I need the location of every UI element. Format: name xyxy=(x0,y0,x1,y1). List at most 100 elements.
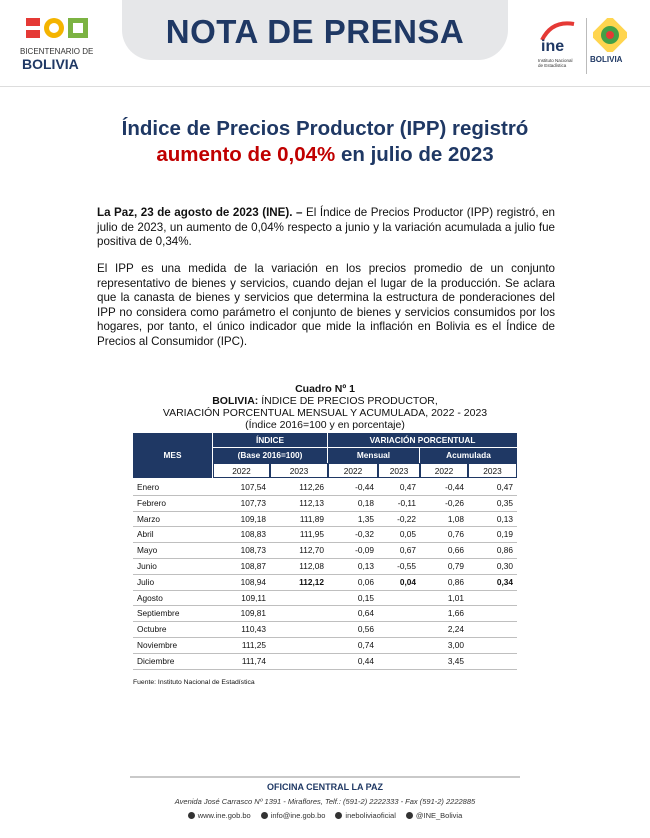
table-cell: 0,06 xyxy=(357,576,374,587)
table-cell: -0,11 xyxy=(397,497,416,508)
table-cell: 0,15 xyxy=(357,592,374,603)
headline-rest: en julio de 2023 xyxy=(340,143,494,166)
year-cell: 2022 xyxy=(328,463,378,478)
footer-contacts: www.ine.gob.bo info@ine.gob.bo ineboliviao… xyxy=(100,811,550,820)
table-cell: Septiembre xyxy=(137,608,180,619)
row-separator xyxy=(133,637,517,638)
row-separator xyxy=(133,605,517,607)
logo-divider xyxy=(586,18,587,74)
table-cell: 0,13 xyxy=(357,561,374,571)
table-cell: 0,44 xyxy=(357,655,374,666)
table-cell: 112,08 xyxy=(299,561,324,571)
table-cell: 112,70 xyxy=(299,545,324,556)
table-cell: -0,55 xyxy=(397,561,416,571)
table-cell: Enero xyxy=(137,482,160,492)
row-separator xyxy=(133,652,517,654)
table-cell: 108,94 xyxy=(240,576,266,587)
header-cell: Acumulada xyxy=(420,448,517,463)
table-cell: 108,87 xyxy=(240,561,266,571)
table-cell: 0,18 xyxy=(357,497,374,508)
row-separator xyxy=(133,558,517,559)
table-cell: 110,43 xyxy=(241,624,266,635)
bolivia-shield-icon xyxy=(593,18,627,52)
table-cell: 108,83 xyxy=(240,529,266,540)
table-cell: 0,86 xyxy=(447,576,464,587)
year-cell: 2022 xyxy=(213,463,270,478)
table-cell: 0,19 xyxy=(496,529,513,540)
table-cell: 112,12 xyxy=(299,576,324,587)
year-cell: 2023 xyxy=(378,463,420,478)
year-cell: 2022 xyxy=(420,463,468,478)
table-cell: 0,30 xyxy=(496,561,513,571)
row-separator xyxy=(133,494,517,496)
table-cell: 0,64 xyxy=(357,608,374,619)
row-separator xyxy=(133,573,517,575)
table-cell: Julio xyxy=(137,576,155,587)
row-separator xyxy=(133,542,517,544)
bicentenario-logo-icons xyxy=(26,18,88,38)
table-title-text: ÍNDICE DE PRECIOS PRODUCTOR, xyxy=(261,395,438,407)
row-separator xyxy=(133,526,517,528)
footer-rule xyxy=(130,776,520,778)
row-separator xyxy=(133,668,517,670)
table-cell: 107,73 xyxy=(240,497,266,508)
paragraph-lead: La Paz, 23 de agosto de 2023 (INE). – xyxy=(97,206,303,219)
ine-logo-icon xyxy=(540,21,575,41)
table-cell: 0,35 xyxy=(496,497,513,508)
table-cell: 111,95 xyxy=(299,529,324,540)
table-cell: 0,66 xyxy=(447,545,464,556)
table-cell: 109,81 xyxy=(240,608,266,619)
table-cell: 111,25 xyxy=(241,640,266,650)
table-cell: 0,34 xyxy=(496,576,513,587)
year-cell: 2023 xyxy=(270,463,328,478)
row-separator xyxy=(133,621,517,623)
headline-line1: Índice de Precios Productor (IPP) regist… xyxy=(121,117,529,140)
table-cell: 0,76 xyxy=(447,529,464,540)
table-cell: Agosto xyxy=(137,592,163,603)
table-cell: 2,24 xyxy=(447,624,464,635)
table-subtitle: (Índice 2016=100 y en porcentaje) xyxy=(245,419,405,431)
table-cell: 107,54 xyxy=(240,482,266,492)
logo-left-line1: BICENTENARIO DE xyxy=(20,47,94,56)
table-cell: 3,45 xyxy=(447,655,464,666)
headline-highlight: aumento de 0,04% xyxy=(156,143,336,166)
table-cell: 0,56 xyxy=(357,624,374,635)
table-cell: Noviembre xyxy=(137,640,178,650)
table-cell: 1,35 xyxy=(357,513,374,524)
table-cell: 0,79 xyxy=(447,561,464,571)
table-cell: 108,73 xyxy=(240,545,266,556)
table-cell: -0,26 xyxy=(445,497,464,508)
table-cell: Abril xyxy=(137,529,154,540)
footer-address: Avenida José Carrasco Nº 1391 - Miraflor… xyxy=(174,797,476,806)
year-cell: 2023 xyxy=(468,463,517,478)
table-cell: 1,08 xyxy=(447,513,464,524)
footer-contact: info@ine.gob.bo xyxy=(261,811,326,820)
table-source: Fuente: Instituto Nacional de Estadístic… xyxy=(133,679,255,686)
table-cell: -0,32 xyxy=(355,529,374,540)
table-caption: Cuadro Nº 1 BOLIVIA: ÍNDICE DE PRECIOS P… xyxy=(133,383,517,431)
footer-contact: ineboliviaoficial xyxy=(335,811,395,820)
table-number: Cuadro Nº 1 xyxy=(295,383,355,395)
table-cell: Febrero xyxy=(137,497,167,508)
table-cell: 111,89 xyxy=(299,513,324,524)
table-cell: 0,05 xyxy=(399,529,416,540)
table-cell: 109,18 xyxy=(240,513,266,524)
table-cell: 111,74 xyxy=(241,655,266,666)
table-cell: -0,22 xyxy=(397,513,416,524)
paragraph: La Paz, 23 de agosto de 2023 (INE). – El… xyxy=(97,206,555,250)
paragraph-text: El IPP es una medida de la variación en … xyxy=(97,262,555,348)
ine-logo-subtitle: Instituto Nacional de Estadística xyxy=(538,58,573,68)
header-cell: Mensual xyxy=(328,448,420,463)
paragraph-text: El Índice de Precios Productor (IPP) reg… xyxy=(97,206,555,248)
table-cell: 1,66 xyxy=(447,608,464,619)
logo-left-line2: BOLIVIA xyxy=(22,56,79,72)
ine-logo-name: ine xyxy=(541,38,565,55)
table-cell: 0,13 xyxy=(496,513,513,524)
table-cell: Junio xyxy=(137,561,157,571)
table-cell: 112,13 xyxy=(299,497,324,508)
logo-right-name: BOLIVIA xyxy=(590,55,623,64)
table-cell: Octubre xyxy=(137,624,167,635)
table-title-line1: BOLIVIA: ÍNDICE DE PRECIOS PRODUCTOR, xyxy=(133,395,517,407)
header-cell: (Base 2016=100) xyxy=(213,448,328,463)
